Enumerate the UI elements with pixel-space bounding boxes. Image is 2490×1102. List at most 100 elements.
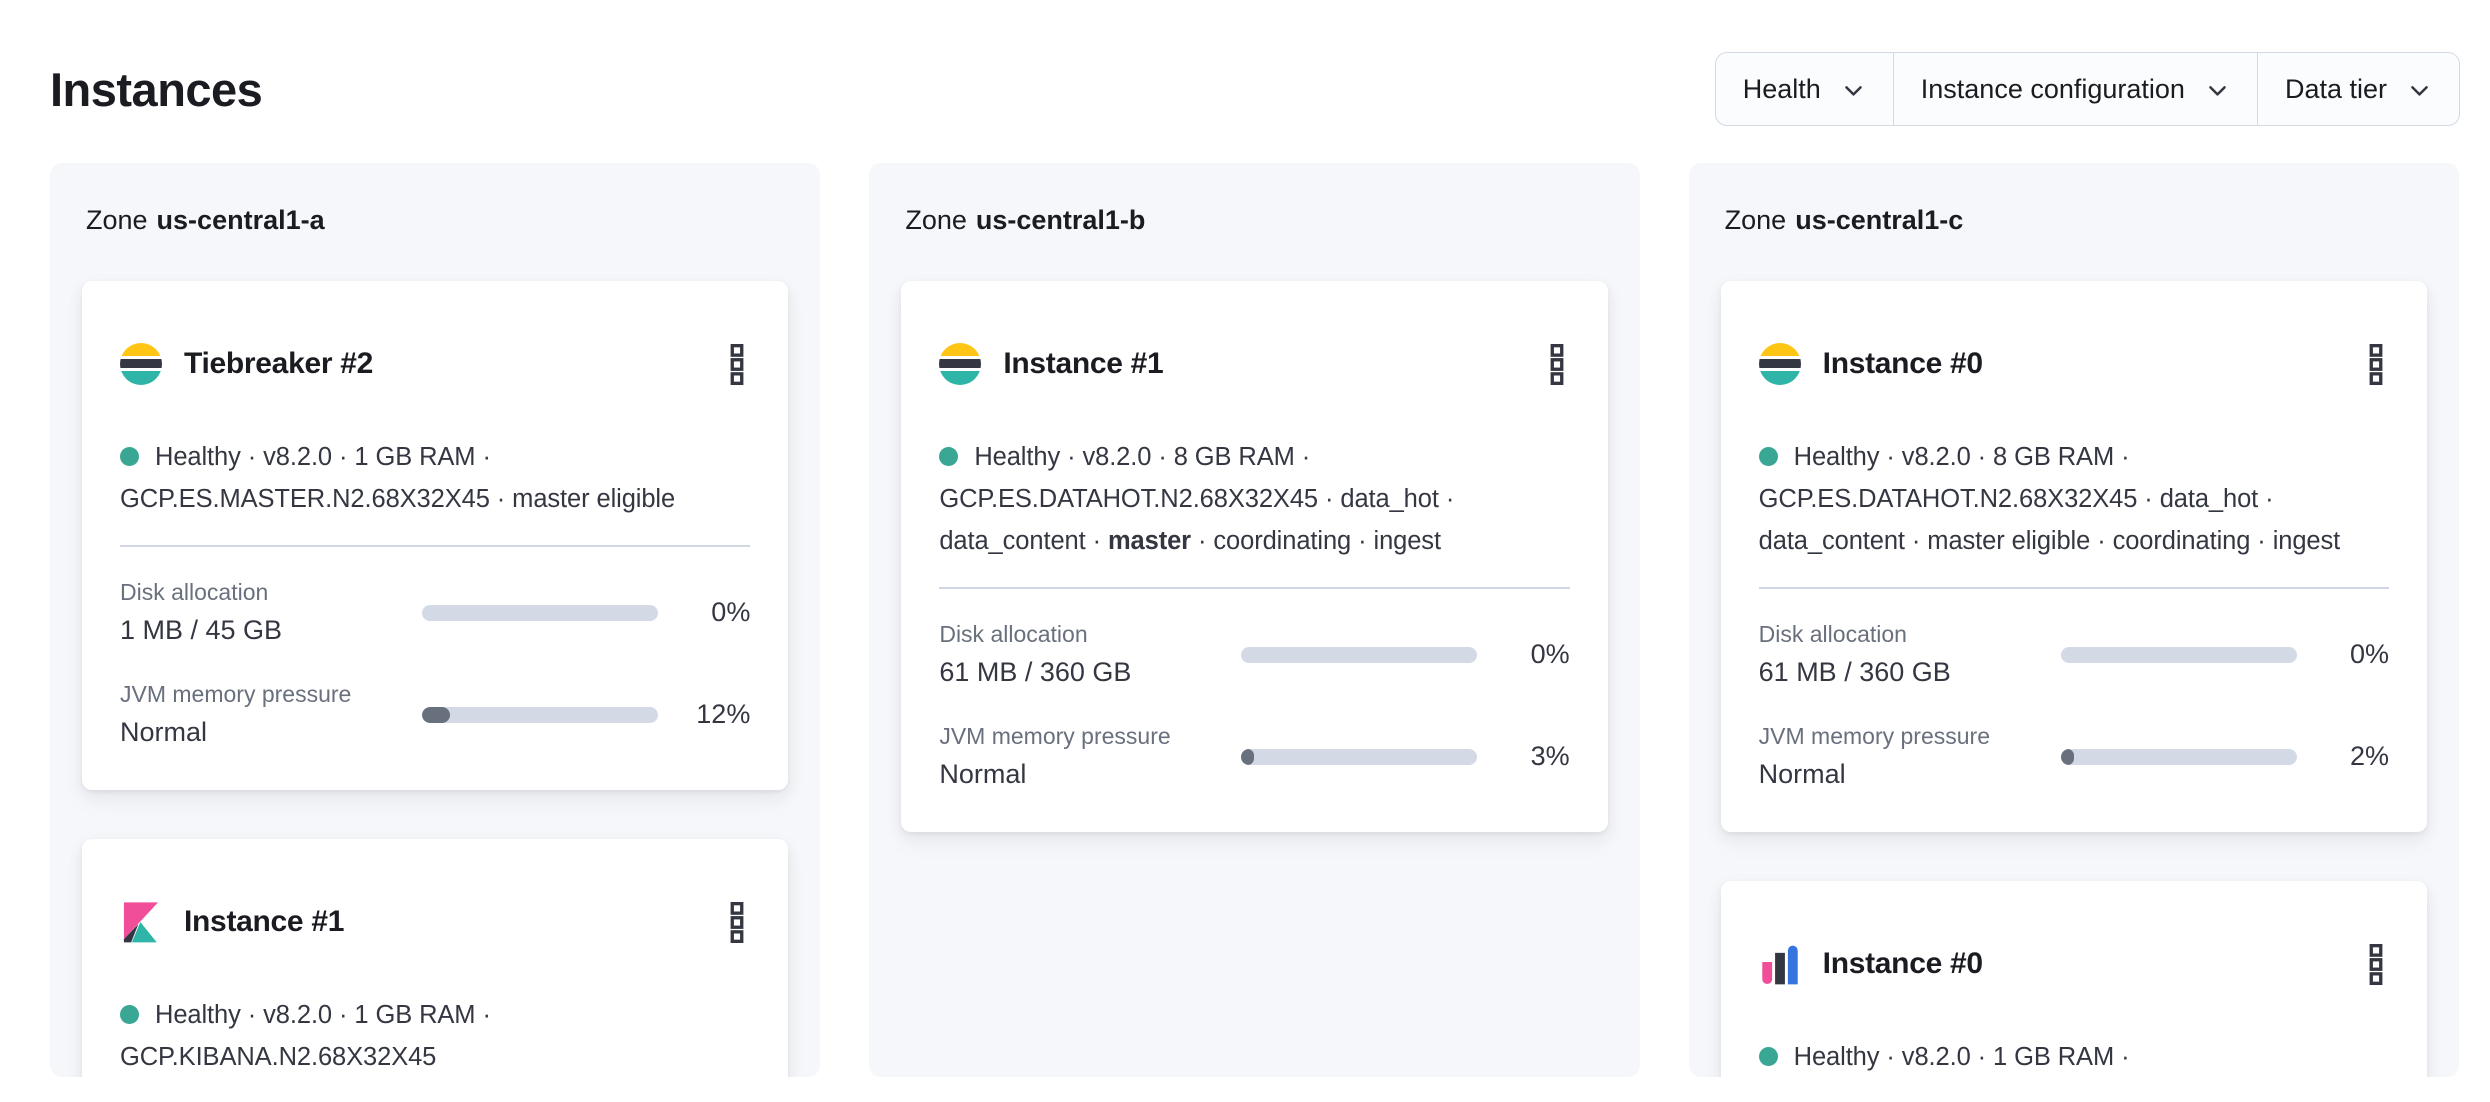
stat-percent: 12% <box>696 699 751 729</box>
progress-bar <box>1241 748 1478 765</box>
chevron-down-icon <box>1841 78 1866 103</box>
divider <box>939 587 1570 589</box>
stat-percent: 3% <box>1530 741 1570 771</box>
stats: Disk allocation 61 MB / 360 GB 0% JVM me… <box>939 619 1569 792</box>
kebab-menu-button[interactable] <box>724 901 750 943</box>
chevron-down-icon <box>2407 78 2432 103</box>
divider <box>120 545 751 547</box>
stat-label: JVM memory pressure <box>939 723 1171 749</box>
stat-percent: 0% <box>2349 639 2389 669</box>
filter-button-label: Instance configuration <box>1920 73 2185 104</box>
stat-row: Disk allocation 61 MB / 360 GB 0% <box>1759 619 2389 690</box>
zone-label: Zone us-central1-c <box>1725 205 2427 236</box>
kebab-menu-button[interactable] <box>1544 343 1570 385</box>
stat-label: Disk allocation <box>1758 621 1907 647</box>
stat-value: Normal <box>120 717 208 747</box>
health-status-dot <box>1758 1047 1778 1066</box>
kebab-menu-button[interactable] <box>724 343 750 385</box>
stat-value: 1 MB / 45 GB <box>120 615 283 645</box>
health-status-dot <box>1758 447 1778 466</box>
progress-fill <box>422 706 451 723</box>
instance-title: Instance #0 <box>1822 947 1983 980</box>
stat-value: 61 MB / 360 GB <box>1758 657 1951 687</box>
zone-panel: Zone us-central1-a Tiebreaker #2 Healt <box>50 163 821 1077</box>
instance-card-header: Tiebreaker #2 <box>120 317 750 411</box>
instance-meta: Healthy · v8.2.0 · 1 GB RAM · GCP.KIBANA… <box>120 1001 491 1071</box>
health-status-dot <box>120 447 139 466</box>
stat-label: Disk allocation <box>120 579 269 605</box>
zones-container: Zone us-central1-a Tiebreaker #2 Healt <box>0 163 2490 1077</box>
zone-label-prefix: Zone <box>1724 205 1787 235</box>
filter-button[interactable]: Instance configuration <box>1892 53 2257 125</box>
elasticsearch-logo-icon <box>120 343 162 385</box>
instance-card-header: Instance #1 <box>120 875 750 969</box>
divider <box>1758 587 2389 589</box>
instance-card-header: Instance #1 <box>939 317 1569 411</box>
zone-name: us-central1-a <box>156 205 325 235</box>
filter-button[interactable]: Health <box>1716 53 1893 125</box>
health-status-dot <box>120 1005 139 1024</box>
stat-row: Disk allocation 61 MB / 360 GB 0% <box>939 619 1569 690</box>
instance-title: Instance #1 <box>1003 347 1164 380</box>
stat-row: JVM memory pressure Normal 3% <box>939 721 1569 792</box>
stat-value: 61 MB / 360 GB <box>939 657 1132 687</box>
progress-bar <box>2060 646 2297 663</box>
zone-name: us-central1-b <box>975 205 1146 235</box>
progress-bar <box>1241 646 1478 663</box>
zone-label: Zone us-central1-b <box>905 205 1607 236</box>
kebab-menu-button[interactable] <box>2363 343 2389 385</box>
stat-label: JVM memory pressure <box>120 681 352 707</box>
stat-percent: 0% <box>1530 639 1570 669</box>
filter-button-label: Health <box>1742 73 1821 104</box>
stat-value: Normal <box>939 759 1027 789</box>
zone-panel: Zone us-central1-b Instance #1 Healthy <box>869 163 1640 1077</box>
instance-title: Tiebreaker #2 <box>184 347 374 380</box>
zone-cards: Tiebreaker #2 Healthy · v8.2.0 · 1 GB RA… <box>82 281 789 1077</box>
zone-label-prefix: Zone <box>905 205 967 235</box>
page-header: Instances Health Instance configuration … <box>0 0 2490 128</box>
kebab-menu-button[interactable] <box>2363 943 2389 985</box>
stat-row: Disk allocation 1 MB / 45 GB 0% <box>120 577 750 648</box>
stat-row: JVM memory pressure Normal 2% <box>1759 721 2389 792</box>
zone-cards: Instance #0 Healthy · v8.2.0 · 8 GB RAM … <box>1720 281 2427 1077</box>
stat-value: Normal <box>1758 759 1846 789</box>
zone-label: Zone us-central1-a <box>86 205 788 236</box>
instance-meta: Healthy · v8.2.0 · 1 GB RAM · GCP.ES.MAS… <box>120 443 676 513</box>
instance-card: Instance #0 Healthy · v8.2.0 · 8 GB RAM … <box>1720 281 2427 832</box>
instance-title: Instance #0 <box>1822 347 1983 380</box>
progress-fill <box>2060 748 2074 765</box>
instance-meta: Healthy · v8.2.0 · 8 GB RAM · GCP.ES.DAT… <box>1758 443 2341 555</box>
elasticsearch-logo-icon <box>1758 343 1801 385</box>
stats: Disk allocation 1 MB / 45 GB 0% JVM memo… <box>120 577 750 750</box>
stat-row: JVM memory pressure Normal 12% <box>120 679 750 750</box>
instance-title: Instance #1 <box>184 905 345 938</box>
instance-card: Instance #0 Healthy · v8.2.0 · 1 GB RAM … <box>1720 881 2427 1077</box>
instance-card: Instance #1 Healthy · v8.2.0 · 8 GB RAM … <box>901 281 1608 832</box>
instance-card-header: Instance #0 <box>1759 917 2389 1011</box>
integrations-server-logo-icon <box>1759 943 1801 985</box>
stat-percent: 2% <box>2349 741 2389 771</box>
progress-bar <box>2060 748 2297 765</box>
page-title: Instances <box>50 62 263 116</box>
instance-card-header: Instance #0 <box>1758 317 2389 411</box>
zone-label-prefix: Zone <box>86 205 148 235</box>
chevron-down-icon <box>2205 78 2230 103</box>
instance-card: Tiebreaker #2 Healthy · v8.2.0 · 1 GB RA… <box>82 281 789 790</box>
kibana-logo-icon <box>120 901 162 943</box>
progress-fill <box>1241 748 1255 765</box>
instance-meta: Healthy · v8.2.0 · 8 GB RAM · GCP.ES.DAT… <box>939 443 1455 555</box>
filter-button-label: Data tier <box>2284 73 2387 104</box>
zone-panel: Zone us-central1-c Instance #0 Healthy <box>1688 163 2459 1077</box>
instance-meta: Healthy · v8.2.0 · 1 GB RAM · GCP.INTEGR… <box>1758 1036 2389 1077</box>
zone-name: us-central1-c <box>1795 205 1964 235</box>
zone-cards: Instance #1 Healthy · v8.2.0 · 8 GB RAM … <box>901 281 1608 832</box>
health-status-dot <box>939 447 959 466</box>
filter-button[interactable]: Data tier <box>2256 53 2459 125</box>
stats: Disk allocation 61 MB / 360 GB 0% JVM me… <box>1759 619 2389 792</box>
stat-label: JVM memory pressure <box>1758 723 1990 749</box>
stat-percent: 0% <box>711 597 751 627</box>
instance-card: Instance #1 Healthy · v8.2.0 · 1 GB RAM … <box>82 839 789 1077</box>
progress-bar <box>422 706 658 723</box>
stat-label: Disk allocation <box>939 621 1088 647</box>
elasticsearch-logo-icon <box>939 343 982 385</box>
